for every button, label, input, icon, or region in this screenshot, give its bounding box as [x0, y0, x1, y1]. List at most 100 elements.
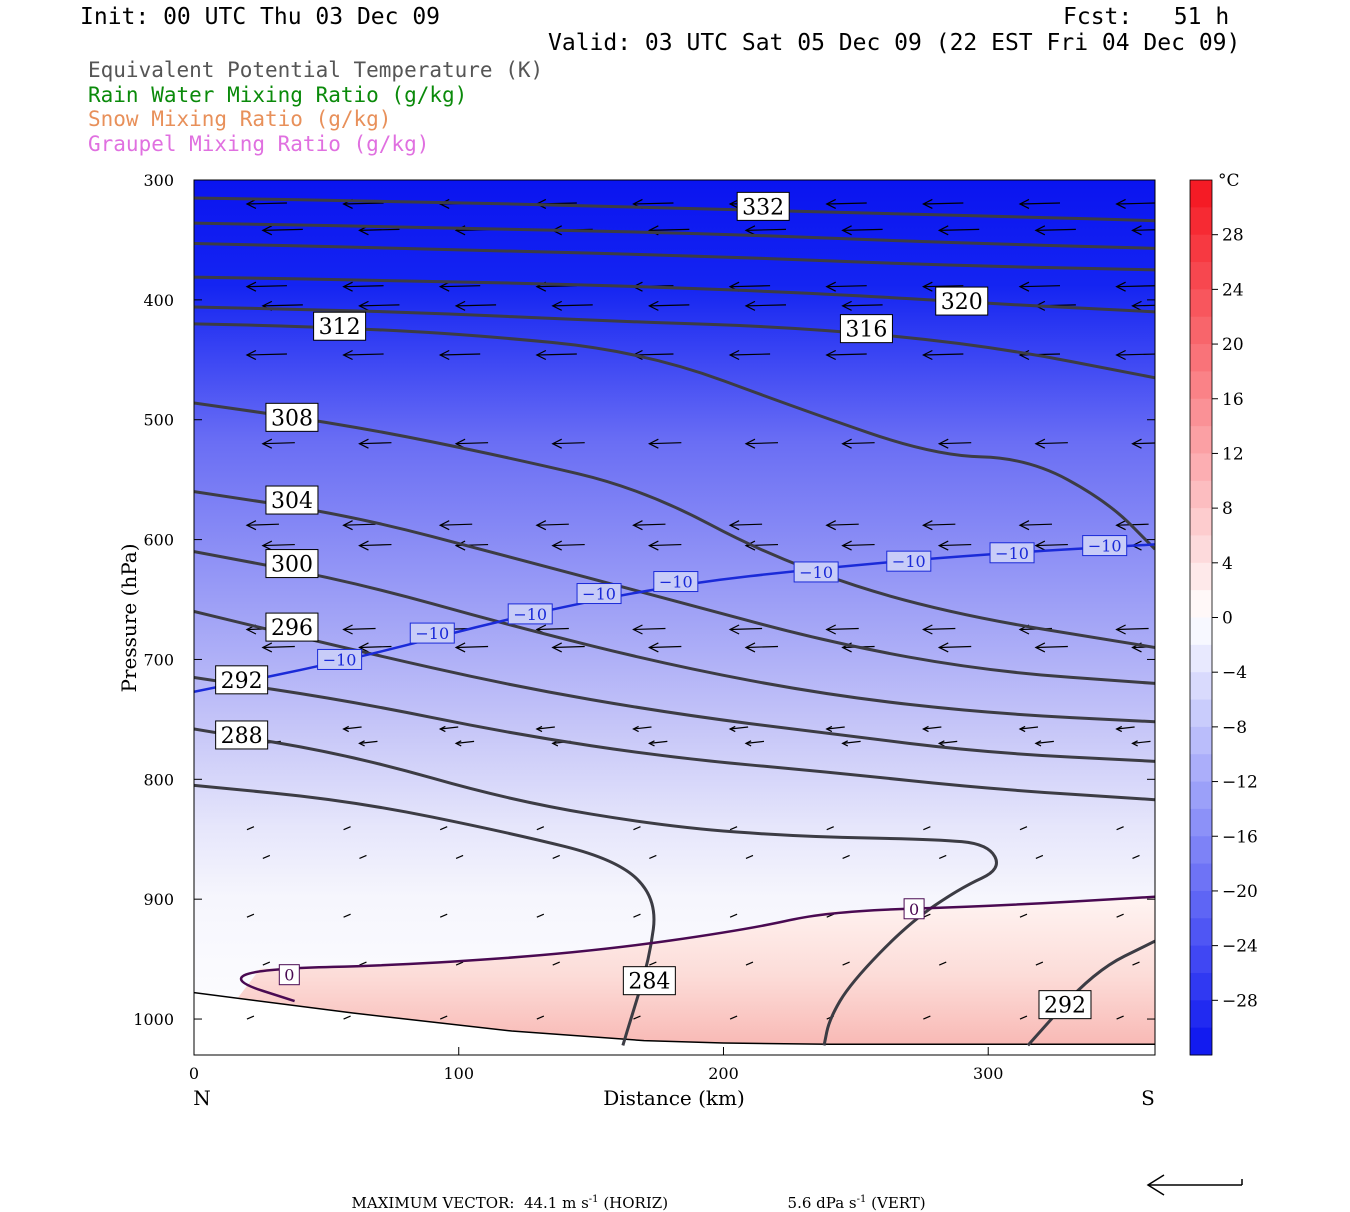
- wind-vector-head: [1115, 281, 1126, 292]
- colorbar-segment: [1190, 262, 1212, 290]
- wind-vector: [649, 854, 657, 859]
- horiz-value: 44.1 m s: [523, 1194, 589, 1212]
- wind-vector: [1131, 300, 1155, 311]
- y-tick-label: 500: [143, 411, 174, 430]
- wind-vector-shaft: [1019, 726, 1039, 730]
- wind-vector: [1018, 198, 1060, 210]
- wind-vector: [633, 913, 641, 918]
- theta-e-contour: [194, 305, 1155, 380]
- wind-vector: [632, 624, 666, 635]
- wind-vector: [825, 281, 867, 292]
- wind-vector-shaft: [729, 826, 738, 831]
- footer-max-vector: MAXIMUM VECTOR: 44.1 m s-1 (HORIZ): [342, 1176, 669, 1212]
- wind-vector: [1034, 225, 1076, 236]
- wind-vector-head: [744, 740, 752, 747]
- wind-vector-shaft: [649, 740, 668, 744]
- wind-vector: [841, 540, 875, 551]
- contour-label-text: 312: [319, 315, 361, 340]
- temp-label-text: −10: [1088, 537, 1122, 556]
- wind-vector: [728, 624, 763, 635]
- temp-label-box: [989, 542, 1035, 564]
- wind-vector: [1034, 438, 1068, 449]
- theta-e-contour: [194, 221, 1155, 250]
- colorbar-unit: °C: [1218, 171, 1240, 191]
- wind-vector-shaft: [939, 961, 947, 966]
- colorbar-segment: [1190, 535, 1212, 564]
- wind-vector-shaft: [633, 627, 666, 631]
- wind-vector: [536, 913, 545, 918]
- colorbar-segment: [1190, 699, 1212, 728]
- wind-vector: [245, 349, 287, 361]
- contour-label-box: [265, 485, 319, 515]
- plot-frame: [193, 179, 1156, 1056]
- wind-vector: [246, 1015, 255, 1020]
- legend-theta-e: Equivalent Potential Temperature (K): [88, 58, 544, 82]
- theta-e-contour: [194, 275, 1155, 314]
- contour-label-box: [736, 191, 790, 221]
- wind-vector-head: [342, 725, 349, 733]
- wind-vector-shaft: [745, 645, 778, 649]
- wind-vector-head: [1034, 225, 1046, 236]
- wind-vector-shaft: [633, 913, 641, 918]
- wind-vector-shaft: [1116, 285, 1155, 288]
- temperature-contour: [239, 895, 1155, 1003]
- wind-vector-shaft: [343, 285, 384, 288]
- wind-vector-head: [358, 300, 369, 311]
- colorbar-tick-label: 8: [1222, 499, 1233, 519]
- wind-vector-shaft: [359, 854, 367, 859]
- wind-vector: [343, 826, 351, 831]
- wind-vector: [1115, 349, 1155, 361]
- wind-vector: [342, 281, 384, 292]
- wind-vector-head: [535, 349, 547, 361]
- wind-vector-head: [825, 624, 836, 635]
- colorbar-segment: [1190, 289, 1212, 318]
- wind-vector: [1132, 854, 1140, 859]
- wind-vector: [1131, 225, 1155, 236]
- theta-e-contour-label: 312: [313, 311, 367, 341]
- wind-vector-shaft: [1035, 645, 1068, 649]
- wind-vector-shaft: [1019, 523, 1053, 526]
- wind-vector-shaft: [745, 304, 786, 307]
- wind-vector-shaft: [1019, 202, 1060, 205]
- below-ground-mask: [194, 992, 1155, 1055]
- colorbar-tick-label: 20: [1222, 335, 1244, 355]
- wind-vector: [825, 349, 867, 361]
- wind-vector-head: [1131, 225, 1142, 236]
- wind-vector-shaft: [730, 285, 771, 288]
- colorbar-tick-label: −4: [1222, 663, 1247, 683]
- wind-vector: [922, 198, 964, 210]
- wind-vector: [841, 225, 883, 236]
- temperature-contour-label: −10: [409, 622, 455, 644]
- wind-vector-shaft: [359, 740, 378, 744]
- wind-vector-shaft: [262, 961, 271, 966]
- temperature-contour-label: 0: [278, 964, 300, 986]
- wind-vector-shaft: [923, 285, 964, 288]
- wind-vector-head: [922, 624, 933, 635]
- wind-vector-head: [438, 281, 450, 292]
- wind-vector: [841, 300, 883, 311]
- wind-vector: [551, 300, 593, 311]
- colorbar-segment: [1190, 371, 1212, 400]
- wind-vector-shaft: [359, 228, 400, 231]
- theta-e-contour-label: 308: [265, 402, 319, 432]
- legend-rain-water: Rain Water Mixing Ratio (g/kg): [88, 83, 468, 107]
- wind-vector-shaft: [633, 202, 674, 205]
- wind-vector: [1018, 281, 1060, 292]
- wind-vector-shaft: [649, 645, 682, 649]
- wind-vector: [648, 642, 682, 653]
- wind-vector: [439, 913, 448, 918]
- temp-label-box: [576, 583, 622, 605]
- wind-vector-head: [342, 281, 353, 292]
- theta-e-contour-label: 300: [265, 549, 319, 579]
- wind-vector: [358, 740, 378, 747]
- wind-vector-head: [825, 198, 836, 210]
- temp-label-box: [886, 550, 932, 572]
- wind-vector-head: [535, 520, 547, 531]
- colorbar-tick-label: 4: [1222, 554, 1233, 574]
- wind-vector-head: [648, 438, 659, 449]
- wind-vector-head: [261, 438, 273, 449]
- wind-vector: [454, 740, 475, 747]
- wind-vector-head: [1131, 300, 1142, 311]
- colorbar-tick-label: −8: [1222, 718, 1247, 738]
- colorbar-tick-label: −20: [1222, 882, 1258, 902]
